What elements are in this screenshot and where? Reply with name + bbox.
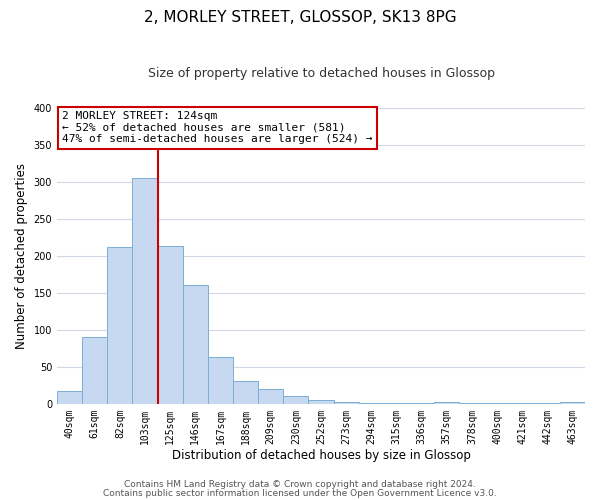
Text: 2 MORLEY STREET: 124sqm
← 52% of detached houses are smaller (581)
47% of semi-d: 2 MORLEY STREET: 124sqm ← 52% of detache… (62, 111, 373, 144)
Bar (283, 396, 308, 404)
Bar (359, 403, 384, 404)
Bar (535, 403, 560, 404)
X-axis label: Distribution of detached houses by size in Glossop: Distribution of detached houses by size … (172, 450, 470, 462)
Bar (258, 389, 283, 404)
Text: Contains HM Land Registry data © Crown copyright and database right 2024.: Contains HM Land Registry data © Crown c… (124, 480, 476, 489)
Text: Contains public sector information licensed under the Open Government Licence v3: Contains public sector information licen… (103, 488, 497, 498)
Bar (308, 400, 334, 404)
Bar (208, 356, 233, 404)
Bar (434, 402, 459, 404)
Bar (409, 403, 434, 404)
Bar (57, 392, 82, 404)
Bar (82, 338, 107, 404)
Bar (133, 178, 158, 404)
Bar (183, 285, 208, 404)
Bar (233, 381, 258, 404)
Bar (158, 246, 183, 404)
Bar (107, 247, 133, 404)
Text: 2, MORLEY STREET, GLOSSOP, SK13 8PG: 2, MORLEY STREET, GLOSSOP, SK13 8PG (143, 10, 457, 25)
Bar (509, 403, 535, 404)
Bar (334, 402, 359, 404)
Bar (560, 402, 585, 404)
Bar (484, 403, 509, 404)
Y-axis label: Number of detached properties: Number of detached properties (15, 163, 28, 349)
Title: Size of property relative to detached houses in Glossop: Size of property relative to detached ho… (148, 68, 494, 80)
Bar (459, 403, 484, 404)
Bar (384, 403, 409, 404)
